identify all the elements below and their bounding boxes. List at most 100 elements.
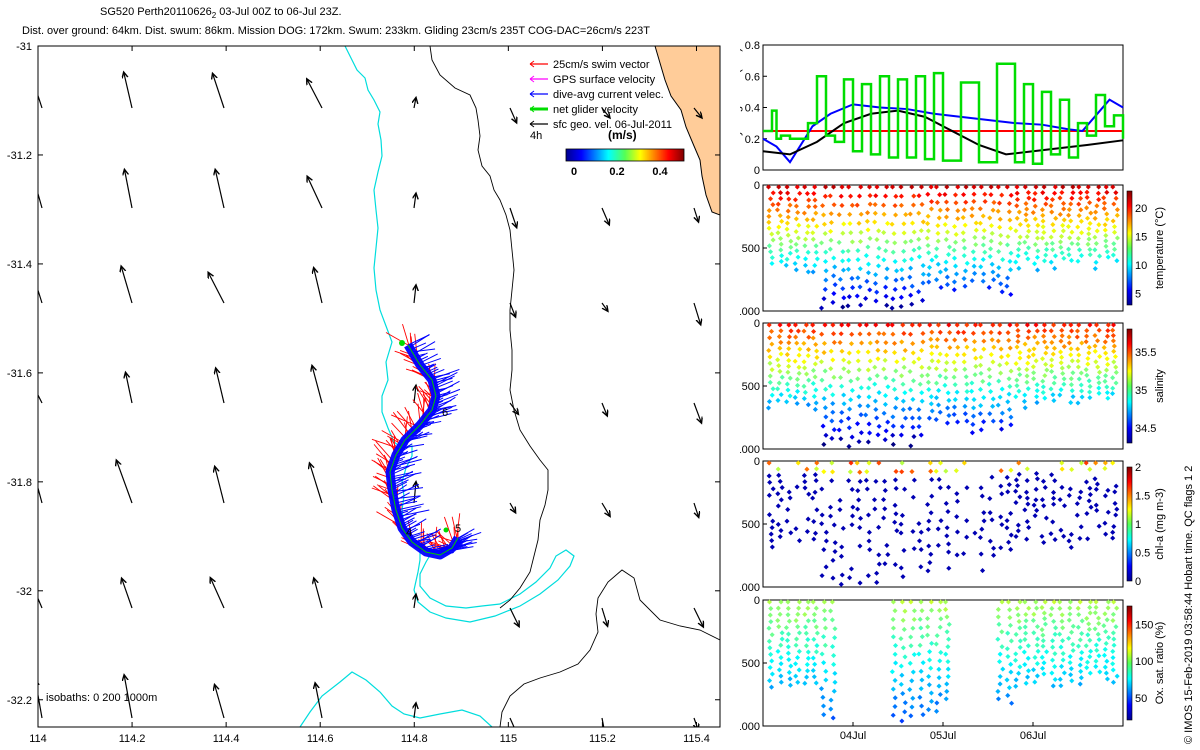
data-point <box>944 206 950 213</box>
data-point <box>990 403 996 409</box>
data-point <box>1084 194 1090 200</box>
data-point <box>769 367 775 373</box>
colorbar-tick-0-3: 20 <box>1135 203 1147 215</box>
data-point <box>1052 537 1058 543</box>
data-point <box>934 633 940 639</box>
current-vector <box>414 528 442 545</box>
data-point <box>918 529 924 535</box>
data-point <box>1078 668 1084 674</box>
data-point <box>1069 466 1075 473</box>
data-point <box>1114 673 1120 679</box>
data-point <box>925 242 931 249</box>
data-point <box>1015 247 1022 253</box>
data-point <box>1032 241 1038 248</box>
data-point <box>1088 504 1094 510</box>
colorbar-2 <box>1126 466 1133 582</box>
data-point <box>999 491 1005 497</box>
data-point <box>1044 241 1050 247</box>
data-point <box>998 346 1004 352</box>
data-point <box>909 415 915 421</box>
data-point <box>775 357 781 363</box>
geo-arrow <box>216 368 225 404</box>
legend-arrowhead-4 <box>529 120 535 128</box>
data-point <box>980 330 987 336</box>
geo-arrow <box>414 285 416 304</box>
data-point <box>1113 380 1119 386</box>
map-axis-ticks: 114 114.2 114.4 114.6 114.8 115 115.2 115.4 -31 -… <box>7 41 720 745</box>
data-point <box>1110 611 1116 617</box>
data-point <box>1024 234 1030 240</box>
geo-arrow <box>215 466 225 504</box>
data-point <box>1096 385 1102 391</box>
data-point <box>899 339 905 345</box>
data-point <box>1084 205 1090 211</box>
title-suffix: 03-Jul 00Z to 06-Jul 23Z. <box>219 6 342 18</box>
data-point <box>813 478 819 484</box>
data-point <box>1050 489 1057 496</box>
data-point <box>1067 611 1073 617</box>
data-point <box>951 247 957 253</box>
data-point <box>1096 620 1102 627</box>
data-point <box>901 248 907 254</box>
data-point <box>794 340 800 346</box>
data-point <box>899 469 905 475</box>
data-point <box>970 413 977 419</box>
data-point <box>822 368 828 374</box>
geo-arrow <box>601 502 610 517</box>
geo-arrow <box>601 107 610 118</box>
data-point <box>1066 617 1072 623</box>
data-point <box>806 491 812 497</box>
geo-arrow <box>307 79 323 109</box>
geo-arrow <box>125 372 133 404</box>
data-point <box>1078 656 1084 662</box>
data-point <box>863 412 869 418</box>
data-point <box>1040 212 1046 218</box>
data-point <box>856 367 862 373</box>
data-point <box>1088 648 1094 654</box>
geo-arrow <box>38 485 43 504</box>
data-point <box>857 266 863 272</box>
geo-arrow <box>116 460 133 504</box>
glider-track <box>371 324 482 560</box>
data-point <box>801 359 807 365</box>
data-point <box>1085 536 1091 542</box>
geo-arrow <box>122 578 133 609</box>
data-point <box>952 367 959 373</box>
data-point <box>1103 373 1109 379</box>
data-point <box>909 220 916 226</box>
data-point <box>991 199 997 205</box>
geo-arrow <box>509 717 515 727</box>
data-point <box>1008 291 1014 298</box>
data-point <box>810 367 817 374</box>
data-point <box>1039 533 1045 539</box>
data-point <box>1076 184 1082 190</box>
net-velocity-line <box>389 344 459 556</box>
footer-note: © IMOS 15-Feb-2019 03:58:44 Hobart time.… <box>1183 466 1195 744</box>
data-point <box>1032 513 1038 519</box>
data-point <box>1075 224 1081 230</box>
data-point <box>1103 670 1109 676</box>
y-tick-label-4: -31.8 <box>7 477 32 489</box>
data-point <box>961 352 967 358</box>
velocity-series-surface-geo <box>762 109 1124 156</box>
data-point <box>1114 506 1120 512</box>
data-point <box>892 240 898 246</box>
isobath-200m-south <box>299 671 493 727</box>
data-point <box>1060 184 1066 190</box>
data-point <box>997 240 1003 247</box>
data-point <box>1069 328 1075 334</box>
data-point <box>1058 663 1065 669</box>
data-point <box>1014 344 1020 350</box>
data-point <box>970 249 976 255</box>
data-point <box>925 191 931 197</box>
data-point <box>1104 189 1110 195</box>
data-point <box>866 460 872 466</box>
data-point <box>1033 470 1040 477</box>
data-point <box>901 356 907 362</box>
data-point <box>840 230 846 236</box>
data-point <box>1058 244 1064 250</box>
data-point <box>1042 599 1048 605</box>
data-point <box>1039 356 1046 362</box>
data-point <box>998 370 1004 376</box>
